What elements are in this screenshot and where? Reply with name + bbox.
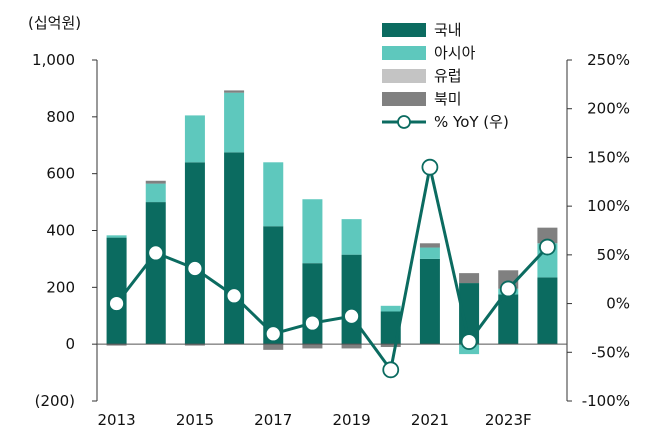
legend-label: 국내 xyxy=(434,21,462,39)
bar-segment xyxy=(145,202,166,345)
yoy-marker xyxy=(499,280,517,298)
bar-segment xyxy=(263,344,284,350)
bar-segment xyxy=(341,219,362,255)
bar-segment xyxy=(419,243,440,248)
bar-segment xyxy=(302,263,323,345)
left-axis-unit-label: (십억원) xyxy=(28,14,81,32)
bar-segment xyxy=(302,199,323,264)
right-axis-tick-label: 250% xyxy=(587,51,630,69)
left-axis-tick-label: 400 xyxy=(46,222,75,240)
left-axis-tick-label: 200 xyxy=(46,278,75,296)
yoy-marker xyxy=(108,295,125,312)
legend-label: % YoY (우) xyxy=(434,113,509,131)
right-axis-tick-label: 150% xyxy=(587,148,630,166)
bar-segment xyxy=(537,277,558,345)
x-axis-tick-label: 2015 xyxy=(176,411,214,429)
bar-segment xyxy=(263,226,284,345)
left-axis-tick-label: 800 xyxy=(46,108,75,126)
bar-segment xyxy=(419,258,440,345)
bar-segment xyxy=(498,294,519,345)
bar-segment xyxy=(302,344,323,349)
legend-label: 북미 xyxy=(434,90,462,108)
bar-segment xyxy=(145,183,166,203)
bar-segment xyxy=(459,273,480,284)
x-axis-tick-label: 2019 xyxy=(332,411,370,429)
bar-segment xyxy=(380,311,401,345)
yoy-marker xyxy=(460,333,478,350)
legend-swatch xyxy=(382,69,426,83)
left-axis-tick-label: (200) xyxy=(35,392,75,410)
left-axis-tick-label: 600 xyxy=(46,165,75,183)
yoy-marker xyxy=(186,260,204,277)
bar-segment xyxy=(106,235,127,238)
bar-segment xyxy=(184,344,205,346)
yoy-marker xyxy=(421,158,439,176)
bar-segment xyxy=(537,227,558,244)
legend-swatch xyxy=(382,92,426,106)
legend-swatch xyxy=(382,23,426,37)
legend-swatch xyxy=(382,46,426,60)
bar-segment xyxy=(106,344,127,346)
right-axis-tick-label: 200% xyxy=(587,100,630,118)
yoy-marker xyxy=(225,287,243,305)
bar-segment xyxy=(419,247,440,259)
x-axis-tick-label: 2021 xyxy=(411,411,449,429)
bar-segment xyxy=(380,305,401,312)
x-axis-tick-label: 2017 xyxy=(254,411,292,429)
x-axis-tick-label: 2023F xyxy=(485,411,532,429)
bar-segment xyxy=(263,162,284,227)
bar-segment xyxy=(380,344,401,348)
left-axis-tick-label: 1,000 xyxy=(32,51,75,69)
legend-label: 아시아 xyxy=(434,44,476,62)
bar-segment xyxy=(224,92,245,153)
bar-segment xyxy=(106,237,127,345)
yoy-marker xyxy=(264,325,282,343)
left-axis: (200) 0 200 400 600 800 1,000 xyxy=(32,51,98,410)
bar-segment xyxy=(459,283,480,345)
yoy-marker xyxy=(382,361,400,379)
legend-label: 유럽 xyxy=(434,67,462,85)
bar-segment xyxy=(341,254,362,345)
x-axis-tick-label: 2013 xyxy=(97,411,135,429)
yoy-marker xyxy=(539,238,556,256)
bar-segment xyxy=(184,162,205,345)
right-axis-tick-label: 50% xyxy=(597,246,630,264)
bar-segment xyxy=(145,180,166,184)
right-axis: -100% -50% 0% 50% 100% 150% 200% 250% xyxy=(566,51,630,410)
yoy-marker xyxy=(304,314,321,332)
bar-segment xyxy=(341,344,362,349)
left-axis-tick-label: 0 xyxy=(65,335,75,353)
bar-segment xyxy=(184,115,205,163)
right-axis-tick-label: -100% xyxy=(582,392,630,410)
right-axis-tick-label: 100% xyxy=(587,197,630,215)
right-axis-tick-label: 0% xyxy=(606,295,630,313)
yoy-marker xyxy=(147,244,165,262)
yoy-line xyxy=(115,165,549,372)
legend-marker-swatch xyxy=(397,115,411,129)
right-axis-tick-label: -50% xyxy=(591,343,630,361)
x-axis: 2013 2015 2017 2019 2021 2023F xyxy=(97,411,531,429)
yoy-line-layer xyxy=(108,158,556,379)
bar-segment xyxy=(224,90,245,93)
yoy-marker xyxy=(343,307,360,325)
bar-segment xyxy=(224,152,245,345)
